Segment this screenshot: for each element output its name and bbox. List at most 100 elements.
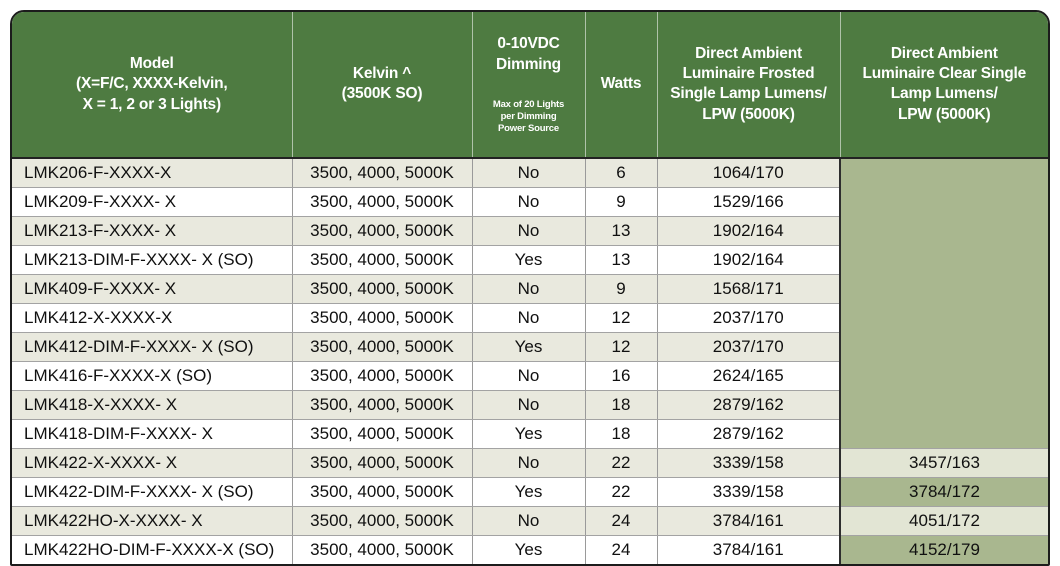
kelvin-cell: 3500, 4000, 5000K bbox=[292, 157, 473, 188]
frosted-lumens-cell: 1529/166 bbox=[657, 187, 840, 217]
clear-lumens-cell: 3784/172 bbox=[839, 477, 1048, 507]
table-row: LMK206-F-XXXX-X 3500, 4000, 5000K No 6 1064/… bbox=[12, 157, 1048, 449]
column-header-model: Model (X=F/C, XXXX-Kelvin, X = 1, 2 or 3… bbox=[12, 12, 293, 159]
watts-cell: 24 bbox=[585, 535, 658, 564]
frosted-lumens-cell: 3339/158 bbox=[657, 448, 841, 478]
kelvin-cell: 3500, 4000, 5000K bbox=[292, 448, 473, 478]
watts-cell: 22 bbox=[585, 477, 658, 507]
watts-cell: 16 bbox=[585, 361, 658, 391]
dimming-cell: No bbox=[472, 216, 586, 246]
model-cell: LMK422-DIM-F-XXXX- X (SO) bbox=[12, 477, 293, 507]
table-row: LMK213-DIM-F-XXXX- X (SO) 3500, 4000, 500… bbox=[12, 245, 1048, 275]
model-cell: LMK412-X-XXXX-X bbox=[12, 303, 293, 333]
watts-cell: 18 bbox=[585, 390, 658, 420]
column-header-dimming: 0-10VDC Dimming Max of 20 Lights per Dim… bbox=[472, 12, 586, 159]
model-cell: LMK213-DIM-F-XXXX- X (SO) bbox=[12, 245, 293, 275]
frosted-lumens-cell: 1902/164 bbox=[657, 216, 840, 246]
column-header-dimming-note: Max of 20 Lights per Dimming Power Sourc… bbox=[492, 98, 565, 134]
kelvin-cell: 3500, 4000, 5000K bbox=[292, 419, 473, 449]
dimming-cell: No bbox=[472, 390, 586, 420]
kelvin-cell: 3500, 4000, 5000K bbox=[292, 245, 473, 275]
table-row: LMK422HO-DIM-F-XXXX-X (SO) 3500, 4000, 50… bbox=[12, 535, 1048, 564]
frosted-lumens-cell: 1064/170 bbox=[657, 157, 841, 188]
dimming-cell: No bbox=[472, 157, 586, 188]
kelvin-cell: 3500, 4000, 5000K bbox=[292, 274, 473, 304]
dimming-cell: Yes bbox=[472, 419, 586, 449]
dimming-cell: No bbox=[472, 303, 586, 333]
dimming-cell: No bbox=[472, 274, 586, 304]
table-row: LMK418-DIM-F-XXXX- X 3500, 4000, 5000K Yes… bbox=[12, 419, 1048, 449]
table-body: LMK206-F-XXXX-X 3500, 4000, 5000K No 6 1064/… bbox=[12, 157, 1048, 564]
table-row: LMK422HO-X-XXXX- X 3500, 4000, 5000K No 24 3… bbox=[12, 506, 1048, 536]
model-cell: LMK213-F-XXXX- X bbox=[12, 216, 293, 246]
clear-lumens-cell: 4152/179 bbox=[839, 535, 1048, 564]
table-row: LMK209-F-XXXX- X 3500, 4000, 5000K No 9 1529… bbox=[12, 187, 1048, 217]
frosted-lumens-cell: 3339/158 bbox=[657, 477, 841, 507]
kelvin-cell: 3500, 4000, 5000K bbox=[292, 390, 473, 420]
table-row: LMK418-X-XXXX- X 3500, 4000, 5000K No 18 287… bbox=[12, 390, 1048, 420]
table-row: LMK412-DIM-F-XXXX- X (SO) 3500, 4000, 500… bbox=[12, 332, 1048, 362]
kelvin-cell: 3500, 4000, 5000K bbox=[292, 303, 473, 333]
dimming-cell: Yes bbox=[472, 535, 586, 564]
model-cell: LMK422HO-X-XXXX- X bbox=[12, 506, 293, 536]
column-header-clear-lumens: Direct Ambient Luminaire Clear Single La… bbox=[840, 12, 1048, 159]
dimming-cell: Yes bbox=[472, 477, 586, 507]
frosted-lumens-cell: 2037/170 bbox=[657, 332, 840, 362]
table-row: LMK416-F-XXXX-X (SO) 3500, 4000, 5000K No 1… bbox=[12, 361, 1048, 391]
watts-cell: 22 bbox=[585, 448, 658, 478]
kelvin-cell: 3500, 4000, 5000K bbox=[292, 506, 473, 536]
table-row: LMK409-F-XXXX- X 3500, 4000, 5000K No 9 1568… bbox=[12, 274, 1048, 304]
model-cell: LMK412-DIM-F-XXXX- X (SO) bbox=[12, 332, 293, 362]
dimming-cell: No bbox=[472, 361, 586, 391]
dimming-cell: No bbox=[472, 506, 586, 536]
kelvin-cell: 3500, 4000, 5000K bbox=[292, 361, 473, 391]
header-row: Model (X=F/C, XXXX-Kelvin, X = 1, 2 or 3… bbox=[12, 12, 1048, 159]
table-header: Model (X=F/C, XXXX-Kelvin, X = 1, 2 or 3… bbox=[12, 12, 1048, 159]
table-row: LMK422-X-XXXX- X 3500, 4000, 5000K No 22 333… bbox=[12, 448, 1048, 478]
model-cell: LMK409-F-XXXX- X bbox=[12, 274, 293, 304]
frosted-lumens-cell: 1902/164 bbox=[657, 245, 840, 275]
kelvin-cell: 3500, 4000, 5000K bbox=[292, 535, 473, 564]
frosted-lumens-cell: 3784/161 bbox=[657, 535, 841, 564]
watts-cell: 13 bbox=[585, 216, 658, 246]
column-header-kelvin: Kelvin ^ (3500K SO) bbox=[292, 12, 473, 159]
frosted-lumens-cell: 2624/165 bbox=[657, 361, 840, 391]
dimming-cell: No bbox=[472, 448, 586, 478]
table-row: LMK422-DIM-F-XXXX- X (SO) 3500, 4000, 500… bbox=[12, 477, 1048, 507]
kelvin-cell: 3500, 4000, 5000K bbox=[292, 187, 473, 217]
column-header-frosted-lumens: Direct Ambient Luminaire Frosted Single … bbox=[657, 12, 841, 159]
frosted-lumens-cell: 3784/161 bbox=[657, 506, 841, 536]
model-cell: LMK418-X-XXXX- X bbox=[12, 390, 293, 420]
model-cell: LMK422-X-XXXX- X bbox=[12, 448, 293, 478]
spec-table-container: Model (X=F/C, XXXX-Kelvin, X = 1, 2 or 3… bbox=[10, 10, 1050, 566]
dimming-cell: Yes bbox=[472, 245, 586, 275]
column-header-dimming-title: 0-10VDC Dimming bbox=[496, 35, 561, 73]
watts-cell: 24 bbox=[585, 506, 658, 536]
watts-cell: 9 bbox=[585, 274, 658, 304]
kelvin-cell: 3500, 4000, 5000K bbox=[292, 332, 473, 362]
table-row: LMK213-F-XXXX- X 3500, 4000, 5000K No 13 190… bbox=[12, 216, 1048, 246]
watts-cell: 6 bbox=[585, 157, 658, 188]
clear-lumens-cell: 4051/172 bbox=[839, 506, 1048, 536]
model-cell: LMK416-F-XXXX-X (SO) bbox=[12, 361, 293, 391]
dimming-cell: Yes bbox=[472, 332, 586, 362]
watts-cell: 13 bbox=[585, 245, 658, 275]
frosted-lumens-cell: 2879/162 bbox=[657, 390, 840, 420]
model-cell: LMK418-DIM-F-XXXX- X bbox=[12, 419, 293, 449]
clear-lumens-merged-cell bbox=[839, 157, 1048, 449]
model-cell: LMK206-F-XXXX-X bbox=[12, 157, 293, 188]
dimming-cell: No bbox=[472, 187, 586, 217]
watts-cell: 12 bbox=[585, 303, 658, 333]
frosted-lumens-cell: 2879/162 bbox=[657, 419, 840, 449]
watts-cell: 9 bbox=[585, 187, 658, 217]
column-header-watts: Watts bbox=[585, 12, 658, 159]
table-row: LMK412-X-XXXX-X 3500, 4000, 5000K No 12 2037… bbox=[12, 303, 1048, 333]
luminaire-spec-table: Model (X=F/C, XXXX-Kelvin, X = 1, 2 or 3… bbox=[12, 12, 1048, 564]
frosted-lumens-cell: 1568/171 bbox=[657, 274, 840, 304]
model-cell: LMK209-F-XXXX- X bbox=[12, 187, 293, 217]
kelvin-cell: 3500, 4000, 5000K bbox=[292, 477, 473, 507]
watts-cell: 18 bbox=[585, 419, 658, 449]
model-cell: LMK422HO-DIM-F-XXXX-X (SO) bbox=[12, 535, 293, 564]
watts-cell: 12 bbox=[585, 332, 658, 362]
frosted-lumens-cell: 2037/170 bbox=[657, 303, 840, 333]
